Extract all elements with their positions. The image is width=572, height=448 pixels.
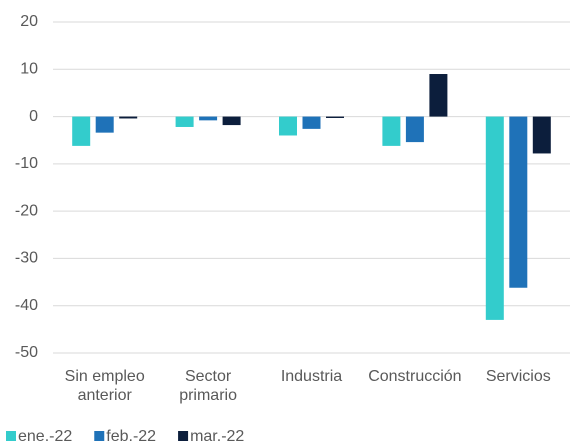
bar (222, 116, 241, 126)
x-tick-label: Construcción (368, 368, 461, 385)
y-tick-label: 20 (20, 13, 38, 30)
bar (302, 116, 321, 129)
legend-label: feb.-22 (106, 428, 156, 445)
bar (382, 116, 401, 146)
x-tick-label: Servicios (486, 368, 551, 385)
bar (119, 116, 138, 119)
x-tick-label: Sector primario (179, 368, 237, 404)
y-tick-label: -50 (15, 344, 38, 361)
y-tick-label: 10 (20, 61, 38, 78)
y-tick-label: -40 (15, 297, 38, 314)
legend-swatch (94, 431, 105, 441)
legend-swatch (6, 431, 16, 441)
bar (175, 116, 194, 127)
bar (326, 116, 344, 118)
legend-label: ene.-22 (18, 428, 72, 445)
y-tick-label: -20 (15, 202, 38, 219)
bar (405, 116, 424, 143)
legend-label: mar.-22 (190, 428, 244, 445)
bar (485, 116, 504, 320)
bar (199, 116, 218, 121)
legend-swatch (178, 431, 189, 441)
bar (279, 116, 297, 136)
bar (95, 116, 114, 133)
bar (429, 74, 448, 117)
x-tick-label: Industria (281, 368, 342, 385)
y-tick-label: 0 (29, 108, 38, 125)
y-tick-label: -10 (15, 155, 38, 172)
bar (509, 116, 528, 288)
bar (72, 116, 91, 146)
bar (532, 116, 551, 154)
y-tick-label: -30 (15, 250, 38, 267)
x-tick-label: Sin empleo anterior (65, 368, 145, 404)
